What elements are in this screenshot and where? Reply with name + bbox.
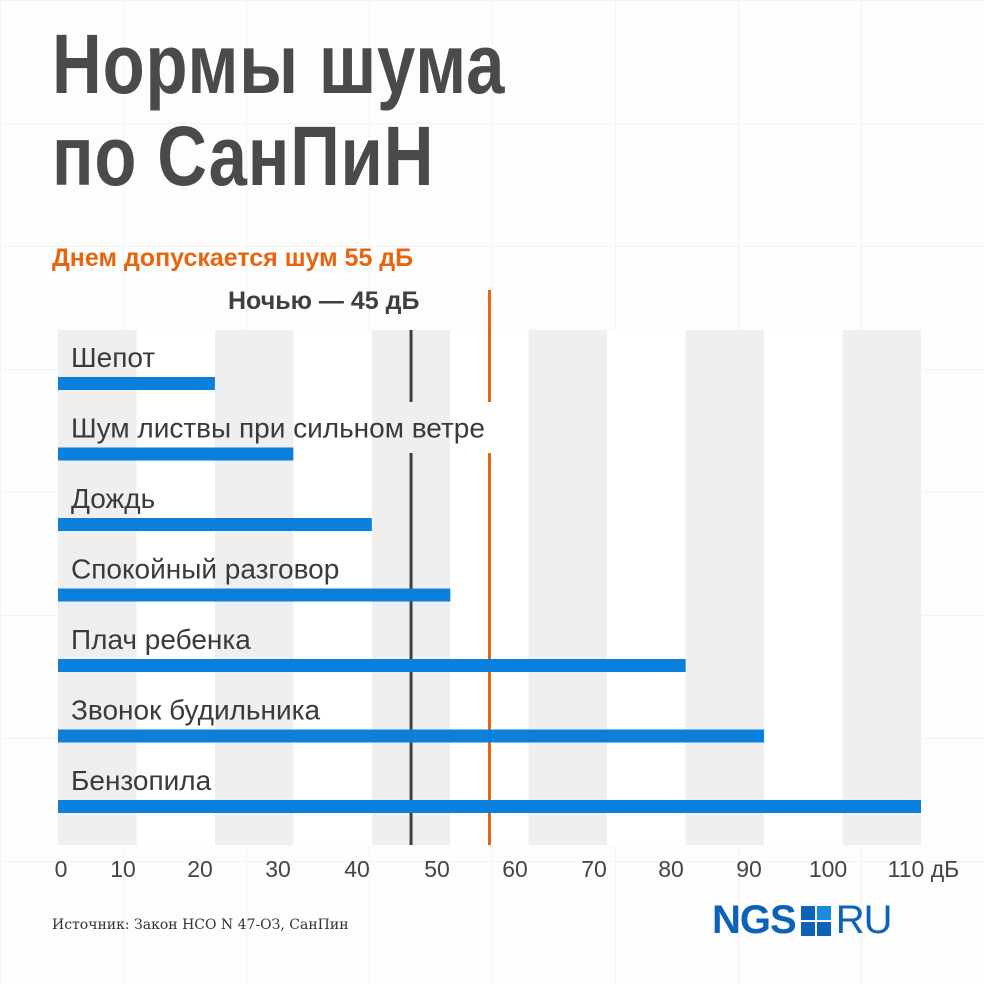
title-line-2: по СанПиН <box>52 109 435 203</box>
logo-main: NGS <box>712 898 797 942</box>
day-limit-label: Днем допускается шум 55 дБ <box>52 244 414 272</box>
x-tick-label: 20 <box>187 856 213 882</box>
bar <box>58 659 686 672</box>
bar <box>58 377 215 390</box>
category-label: Шепот <box>71 342 155 373</box>
night-limit-label: Ночью — 45 дБ <box>228 287 420 315</box>
category-label: Плач ребенка <box>71 624 251 655</box>
category-label: Спокойный разговор <box>71 554 339 585</box>
grid-band <box>607 330 686 845</box>
grid-band <box>528 330 608 845</box>
x-tick-label: 10 <box>110 856 136 882</box>
source-note: Источник: Закон НСО N 47-ОЗ, СанПин <box>52 917 349 933</box>
x-tick-label: 90 <box>736 856 762 882</box>
grid-band <box>685 330 765 845</box>
category-label: Шум листвы при сильном ветре <box>71 413 485 444</box>
category-label: Дождь <box>71 483 155 514</box>
x-tick-label: 0 <box>55 856 68 882</box>
grid-band <box>842 330 921 845</box>
bar <box>58 729 765 743</box>
category-label: Звонок будильника <box>71 695 320 726</box>
logo-square-icon <box>800 905 831 936</box>
bar <box>58 447 294 461</box>
x-tick-label: 70 <box>581 856 607 882</box>
x-tick-label: 100 <box>809 856 847 882</box>
grid-band <box>214 330 294 845</box>
x-unit-label: дБ <box>931 856 960 882</box>
x-tick-label: 60 <box>502 856 528 882</box>
x-tick-label: 50 <box>424 856 450 882</box>
grid-band <box>136 330 215 845</box>
grid-band <box>764 330 843 845</box>
category-label: Бензопила <box>71 765 212 796</box>
title-line-1: Нормы шума <box>52 17 506 111</box>
x-tick-label: 80 <box>658 856 684 882</box>
x-tick-label: 30 <box>265 856 291 882</box>
x-tick-label: 110 <box>888 856 925 882</box>
page-title: Нормы шума по СанПиН <box>52 18 505 202</box>
grid-band <box>293 330 372 845</box>
x-tick-label: 40 <box>344 856 370 882</box>
bar <box>58 800 921 813</box>
grid-band <box>58 330 137 845</box>
bar <box>58 588 451 602</box>
ngs-logo: NGS RU <box>712 898 893 943</box>
bar <box>58 518 372 531</box>
logo-suffix: RU <box>835 898 893 942</box>
